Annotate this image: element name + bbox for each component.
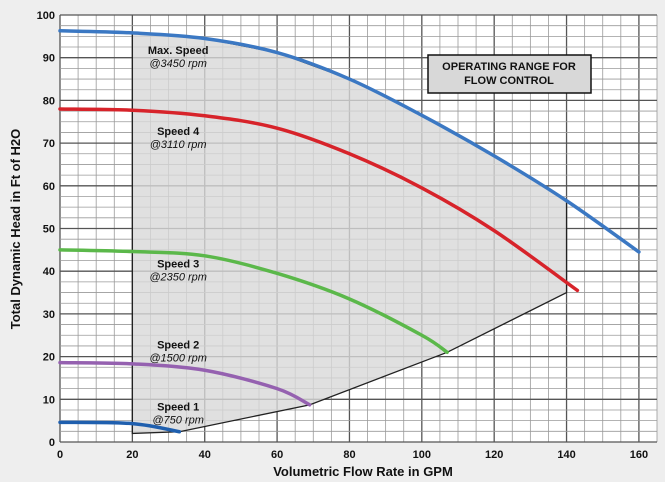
y-axis-title: Total Dynamic Head in Ft of H2O <box>8 129 23 330</box>
curve-name-speed-4: Speed 4 <box>157 126 200 138</box>
curve-rpm-speed-4: @3110 rpm <box>150 139 207 151</box>
curve-speed-1 <box>58 420 182 434</box>
curve-speed-3 <box>58 248 449 355</box>
curve-rpm-speed-2: @1500 rpm <box>149 352 207 364</box>
curve-rpm-speed-3: @2350 rpm <box>149 271 207 283</box>
y-tick-label: 40 <box>43 266 55 278</box>
x-tick-label: 60 <box>271 449 283 461</box>
x-tick-label: 100 <box>413 449 431 461</box>
y-tick-label: 100 <box>37 10 55 22</box>
x-tick-label: 140 <box>557 449 575 461</box>
y-tick-label: 50 <box>43 224 55 236</box>
x-axis-title: Volumetric Flow Rate in GPM <box>273 464 453 479</box>
curve-rpm-max-speed: @3450 rpm <box>149 58 207 70</box>
x-tick-label: 0 <box>57 449 63 461</box>
note-line-2: FLOW CONTROL <box>464 75 554 87</box>
x-tick-label: 80 <box>343 449 355 461</box>
y-tick-label: 0 <box>49 437 55 449</box>
y-tick-label: 90 <box>43 53 55 65</box>
curve-rpm-speed-1: @750 rpm <box>152 414 204 426</box>
note-frame <box>427 54 592 94</box>
note-line-1: OPERATING RANGE FOR <box>442 61 576 73</box>
curve-speed-2 <box>58 360 312 407</box>
y-tick-label: 10 <box>43 394 55 406</box>
x-tick-label: 40 <box>199 449 211 461</box>
curve-name-speed-2: Speed 2 <box>157 339 199 351</box>
curve-speed-4 <box>58 107 580 293</box>
y-tick-label: 60 <box>43 181 55 193</box>
curve-name-max-speed: Max. Speed <box>148 45 209 57</box>
curve-name-speed-1: Speed 1 <box>157 401 199 413</box>
y-tick-label: 70 <box>43 138 55 150</box>
y-axis-ticks: 0 10 20 30 40 50 60 70 80 90 100 <box>37 10 55 449</box>
y-tick-label: 80 <box>43 95 55 107</box>
x-axis-ticks: 0 20 40 60 80 100 120 140 160 <box>57 449 648 461</box>
speed-curves <box>58 29 641 434</box>
operating-range-note: OPERATING RANGE FOR FLOW CONTROL <box>427 54 592 94</box>
curve-max-speed <box>58 29 641 254</box>
y-tick-label: 20 <box>43 352 55 364</box>
y-tick-label: 30 <box>43 309 55 321</box>
curve-labels: Max. Speed@3450 rpm Speed 4@3110 rpm Speed… <box>148 45 209 427</box>
x-tick-label: 160 <box>630 449 648 461</box>
x-tick-label: 120 <box>485 449 503 461</box>
x-tick-label: 20 <box>126 449 138 461</box>
curve-name-speed-3: Speed 3 <box>157 258 199 270</box>
